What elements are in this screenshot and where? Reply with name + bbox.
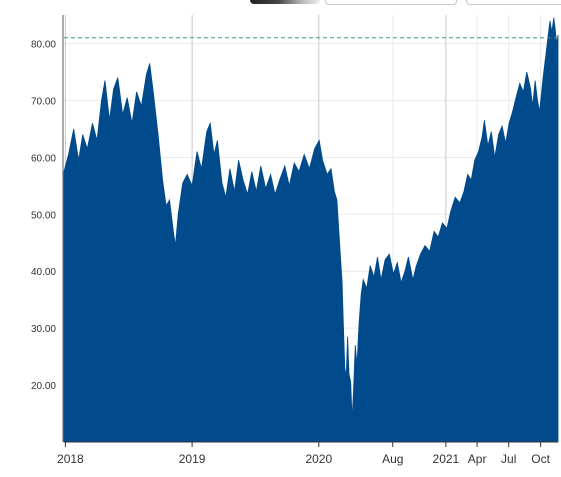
x-tick-label: 2021 (433, 452, 460, 466)
y-tick-label: 40.00 (31, 267, 56, 278)
x-tick-label: 2019 (179, 452, 206, 466)
x-tick-label: 2020 (305, 452, 332, 466)
x-tick-label: Aug (382, 452, 403, 466)
x-axis: 2018 2019 2020 Aug 2021 Apr Jul Oct (57, 442, 551, 466)
y-tick-label: 70.00 (31, 96, 56, 107)
toolbar-dark-fragment (250, 0, 320, 4)
y-axis: 20.00 30.00 40.00 50.00 60.00 70.00 80.00 (31, 39, 56, 392)
y-tick-label: 30.00 (31, 324, 56, 335)
price-area (63, 17, 559, 443)
x-tick-label: 2018 (57, 452, 84, 466)
y-tick-label: 20.00 (31, 381, 56, 392)
y-tick-label: 80.00 (31, 39, 56, 50)
x-tick-label: Apr (468, 452, 487, 466)
y-tick-label: 60.00 (31, 153, 56, 164)
y-tick-label: 50.00 (31, 210, 56, 221)
toolbar-button-fragment[interactable] (325, 0, 457, 5)
toolbar-button-fragment-2[interactable] (466, 0, 561, 5)
x-tick-label: Oct (531, 452, 550, 466)
x-tick-label: Jul (501, 452, 516, 466)
